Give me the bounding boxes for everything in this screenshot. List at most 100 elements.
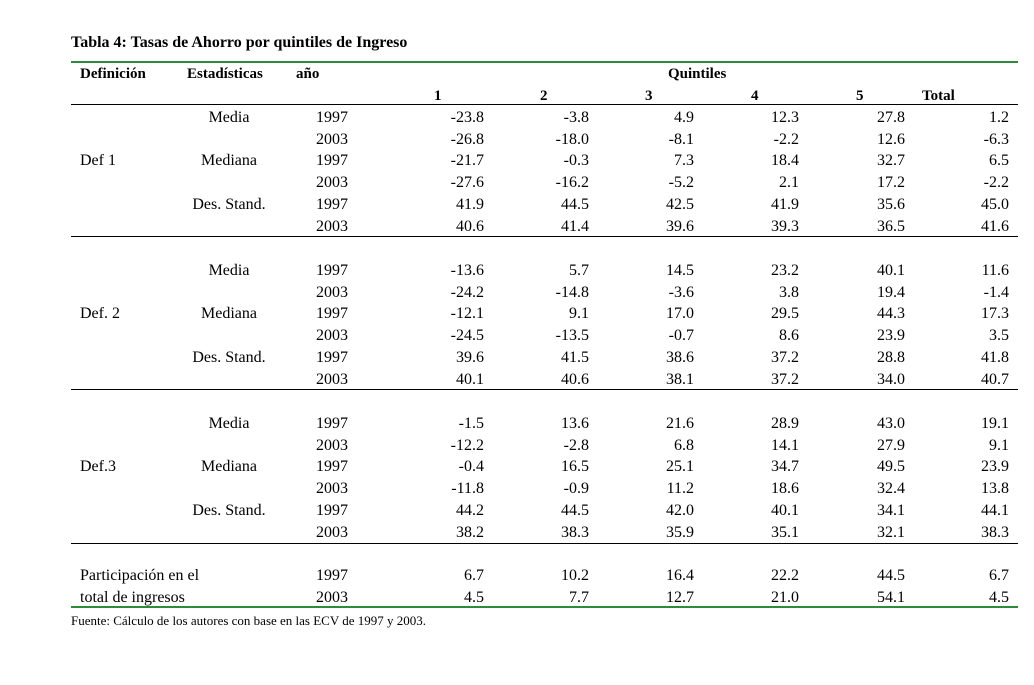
value-cell: 44.2: [456, 501, 484, 519]
value-cell: -6.3: [983, 130, 1009, 148]
year-cell: 1997: [316, 305, 348, 323]
value-cell: 39.3: [771, 217, 799, 235]
stat-label: Mediana: [201, 152, 257, 170]
stat-label: Mediana: [201, 458, 257, 476]
value-cell: 11.2: [666, 480, 694, 498]
value-cell: 44.5: [561, 501, 589, 519]
group-rule: [71, 236, 1018, 237]
column-header-4: 4: [751, 88, 759, 104]
value-cell: 44.5: [561, 195, 589, 213]
value-cell: 40.1: [877, 262, 905, 279]
value-cell: 41.4: [561, 217, 589, 235]
table-title: Tabla 4: Tasas de Ahorro por quintiles d…: [71, 34, 408, 51]
group-rule: [71, 389, 1018, 390]
group-label: Def 1: [80, 152, 116, 170]
value-cell: 4.9: [674, 109, 694, 126]
value-cell: 38.1: [666, 370, 694, 388]
stat-label: Media: [208, 262, 250, 279]
group-rule: [71, 543, 1018, 544]
value-cell: 8.6: [779, 327, 799, 345]
value-cell: 10.2: [561, 567, 589, 584]
value-cell: 3.8: [779, 283, 799, 301]
value-cell: 40.6: [456, 217, 484, 235]
value-cell: 42.0: [666, 501, 694, 519]
bottom-rule: [71, 606, 1018, 608]
year-cell: 2003: [316, 480, 348, 498]
value-cell: 4.5: [464, 588, 484, 606]
value-cell: 28.9: [771, 415, 799, 432]
stat-label: Media: [208, 109, 250, 126]
value-cell: -0.7: [668, 327, 694, 345]
value-cell: -24.5: [450, 327, 484, 345]
value-cell: 17.3: [981, 305, 1009, 323]
group-label: Def. 2: [80, 305, 120, 323]
value-cell: 18.4: [771, 152, 799, 170]
column-header-5: 5: [856, 88, 864, 104]
value-cell: 27.9: [877, 436, 905, 454]
value-cell: 29.5: [771, 305, 799, 323]
group-label: Def.3: [80, 458, 116, 476]
value-cell: 32.7: [877, 152, 905, 170]
value-cell: 19.4: [877, 283, 905, 301]
value-cell: -18.0: [555, 130, 589, 148]
value-cell: 7.7: [569, 588, 589, 606]
value-cell: 5.7: [569, 262, 589, 279]
value-cell: -13.6: [450, 262, 484, 279]
value-cell: 23.9: [981, 458, 1009, 476]
value-cell: 40.7: [981, 370, 1009, 388]
value-cell: -3.8: [563, 109, 589, 126]
year-cell: 1997: [316, 415, 348, 432]
column-header-3: 3: [645, 88, 653, 104]
value-cell: 6.8: [674, 436, 694, 454]
year-cell: 2003: [316, 327, 348, 345]
value-cell: -2.2: [983, 174, 1009, 192]
value-cell: -3.6: [668, 283, 694, 301]
year-cell: 2003: [316, 283, 348, 301]
year-cell: 1997: [316, 109, 348, 126]
header-definicion: Definición: [80, 66, 146, 82]
value-cell: -2.8: [563, 436, 589, 454]
value-cell: 14.5: [666, 262, 694, 279]
value-cell: 32.4: [877, 480, 905, 498]
value-cell: 44.3: [877, 305, 905, 323]
year-cell: 2003: [316, 523, 348, 541]
value-cell: 42.5: [666, 195, 694, 213]
value-cell: 6.7: [464, 567, 484, 584]
year-cell: 1997: [316, 152, 348, 170]
value-cell: 6.7: [989, 567, 1009, 584]
value-cell: 44.1: [981, 501, 1009, 519]
value-cell: 4.5: [989, 588, 1009, 606]
value-cell: 25.1: [666, 458, 694, 476]
value-cell: 37.2: [771, 348, 799, 366]
value-cell: -12.2: [450, 436, 484, 454]
value-cell: -5.2: [668, 174, 694, 192]
value-cell: 38.3: [981, 523, 1009, 541]
value-cell: 12.3: [771, 109, 799, 126]
header-rule: [71, 104, 1018, 105]
value-cell: -24.2: [450, 283, 484, 301]
column-header-total: Total: [922, 88, 955, 104]
header-quintiles: Quintiles: [668, 66, 727, 82]
value-cell: -27.6: [450, 174, 484, 192]
column-header-1: 1: [434, 88, 442, 104]
value-cell: 21.0: [771, 588, 799, 606]
value-cell: -12.1: [450, 305, 484, 323]
value-cell: 40.1: [456, 370, 484, 388]
value-cell: -14.8: [555, 283, 589, 301]
value-cell: 22.2: [771, 567, 799, 584]
year-cell: 1997: [316, 348, 348, 366]
year-cell: 1997: [316, 262, 348, 279]
value-cell: 41.8: [981, 348, 1009, 366]
value-cell: 23.2: [771, 262, 799, 279]
value-cell: 41.6: [981, 217, 1009, 235]
value-cell: 12.7: [666, 588, 694, 606]
source-note: Fuente: Cálculo de los autores con base …: [71, 613, 427, 628]
value-cell: -1.4: [983, 283, 1009, 301]
value-cell: 34.1: [877, 501, 905, 519]
value-cell: 43.0: [877, 415, 905, 432]
value-cell: 1.2: [989, 109, 1009, 126]
value-cell: 38.2: [456, 523, 484, 541]
year-cell: 2003: [316, 588, 348, 606]
value-cell: 41.5: [561, 348, 589, 366]
header-estadisticas: Estadísticas: [187, 66, 263, 82]
